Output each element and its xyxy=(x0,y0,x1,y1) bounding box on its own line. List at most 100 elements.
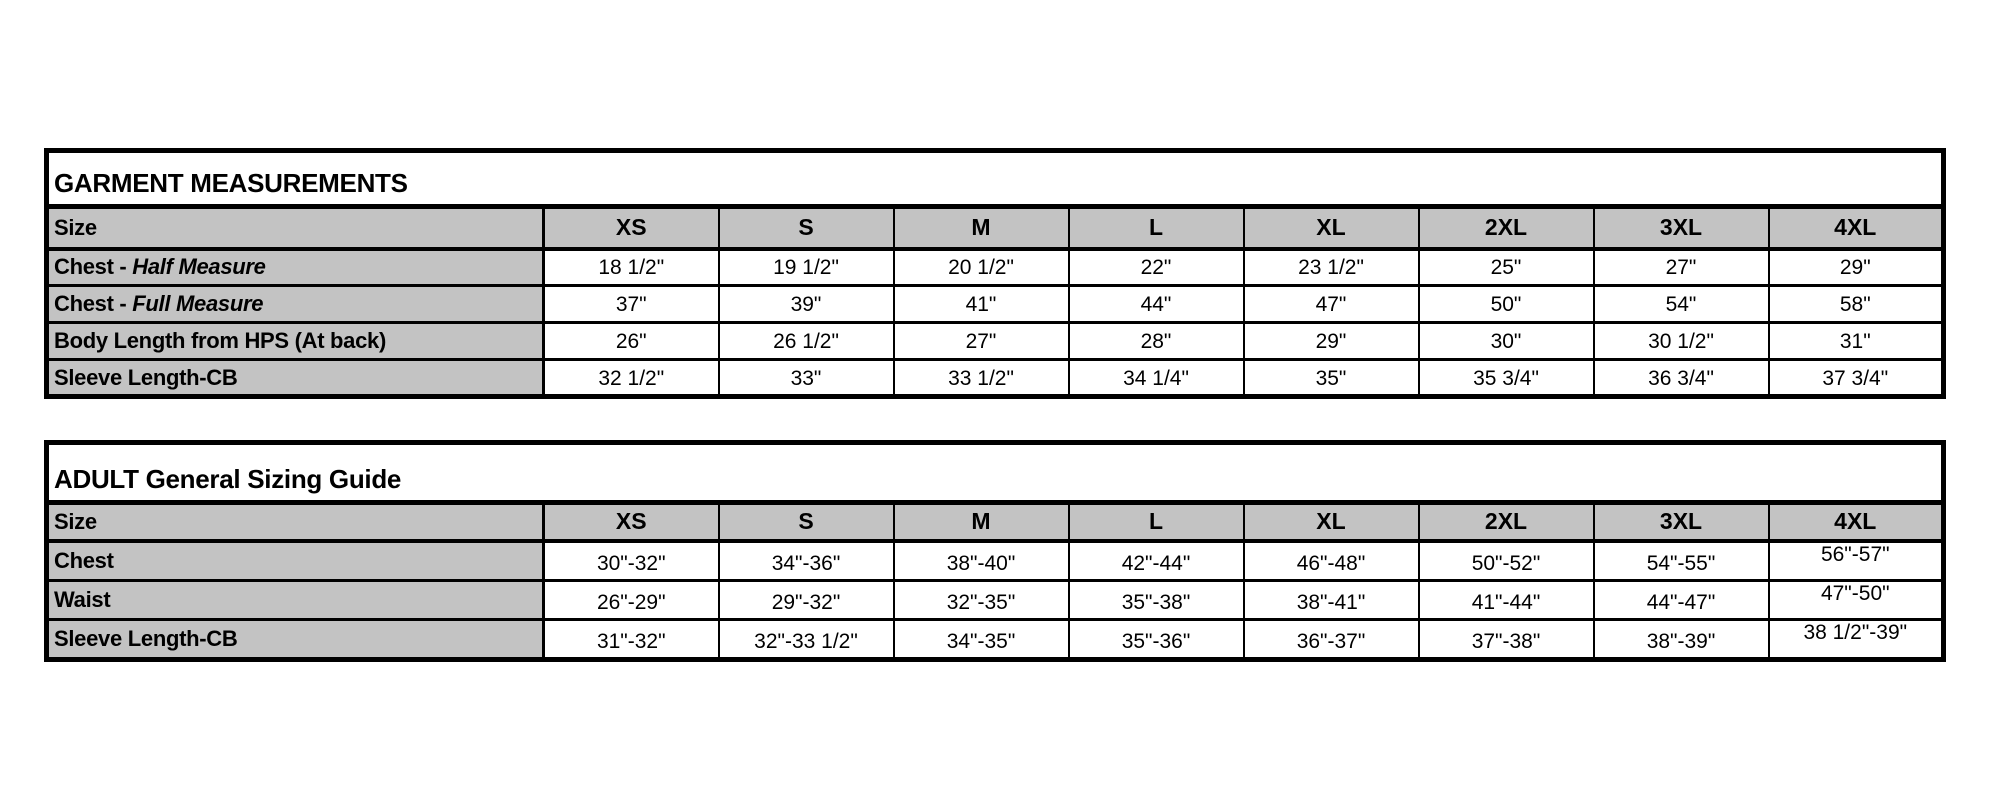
row-label-cell: Sleeve Length-CB xyxy=(45,358,545,398)
row-label-em-text: Half Measure xyxy=(132,254,266,280)
table-row-sleeve-length: Sleeve Length-CB 32 1/2" 33" 33 1/2" 34 … xyxy=(45,358,1945,398)
value-cell: 26 1/2" xyxy=(717,321,895,361)
value-cell: 44" xyxy=(1067,284,1245,324)
value-cell: 19 1/2" xyxy=(717,247,895,287)
size-col-header-2xl: 2XL xyxy=(1417,501,1595,543)
size-col-header-m: M xyxy=(892,205,1070,251)
size-col-header-xs: XS xyxy=(542,205,720,251)
row-label-cell: Chest - Half Measure xyxy=(45,247,545,287)
value-cell: 35" xyxy=(1242,358,1420,398)
value-cell: 39" xyxy=(717,284,895,324)
size-col-header-m: M xyxy=(892,501,1070,543)
value-cell: 37 3/4" xyxy=(1767,358,1945,398)
value-cell: 26"-29" xyxy=(542,578,720,621)
value-cell: 31"-32" xyxy=(542,617,720,661)
value-cell: 56"-57" xyxy=(1767,539,1945,582)
value-cell: 35"-38" xyxy=(1067,578,1245,621)
size-col-header-4xl: 4XL xyxy=(1767,205,1945,251)
value-cell: 58" xyxy=(1767,284,1945,324)
row-label-cell: Waist xyxy=(45,578,545,621)
value-cell: 29" xyxy=(1767,247,1945,287)
row-label-text: Waist xyxy=(54,586,111,612)
value-cell: 34"-35" xyxy=(892,617,1070,661)
row-label-cell: Chest - Full Measure xyxy=(45,284,545,324)
table-title-row: GARMENT MEASUREMENTS xyxy=(45,149,1945,209)
value-cell: 38"-39" xyxy=(1592,617,1770,661)
value-cell: 50"-52" xyxy=(1417,539,1595,582)
value-cell: 54"-55" xyxy=(1592,539,1770,582)
value-cell: 37"-38" xyxy=(1417,617,1595,661)
size-col-header-xl: XL xyxy=(1242,205,1420,251)
size-col-header-s: S xyxy=(717,501,895,543)
value-cell: 42"-44" xyxy=(1067,539,1245,582)
table-row-sleeve-length: Sleeve Length-CB 31"-32" 32"-33 1/2" 34"… xyxy=(45,617,1945,661)
size-header-label: Size xyxy=(45,501,545,543)
value-cell: 25" xyxy=(1417,247,1595,287)
value-cell: 30" xyxy=(1417,321,1595,361)
value-cell: 30 1/2" xyxy=(1592,321,1770,361)
table-row-chest: Chest 30"-32" 34"-36" 38"-40" 42"-44" 46… xyxy=(45,539,1945,582)
value-cell: 31" xyxy=(1767,321,1945,361)
table-title: GARMENT MEASUREMENTS xyxy=(45,149,1945,209)
value-cell: 46"-48" xyxy=(1242,539,1420,582)
value-cell: 22" xyxy=(1067,247,1245,287)
value-cell: 29" xyxy=(1242,321,1420,361)
value-cell: 35 3/4" xyxy=(1417,358,1595,398)
row-label-text: Chest xyxy=(54,547,114,573)
size-header-row: Size XS S M L XL 2XL 3XL 4XL xyxy=(45,205,1945,251)
size-col-header-2xl: 2XL xyxy=(1417,205,1595,251)
table-title: ADULT General Sizing Guide xyxy=(45,441,1945,505)
size-header-row: Size XS S M L XL 2XL 3XL 4XL xyxy=(45,501,1945,543)
value-cell: 36 3/4" xyxy=(1592,358,1770,398)
value-cell: 47" xyxy=(1242,284,1420,324)
table-row-chest-full: Chest - Full Measure 37" 39" 41" 44" 47"… xyxy=(45,284,1945,324)
row-label-text: Sleeve Length-CB xyxy=(54,625,238,651)
table-row-body-length: Body Length from HPS (At back) 26" 26 1/… xyxy=(45,321,1945,361)
value-cell: 32 1/2" xyxy=(542,358,720,398)
value-cell: 23 1/2" xyxy=(1242,247,1420,287)
row-label-cell: Body Length from HPS (At back) xyxy=(45,321,545,361)
value-cell: 33 1/2" xyxy=(892,358,1070,398)
value-cell: 32"-33 1/2" xyxy=(717,617,895,661)
value-cell: 34"-36" xyxy=(717,539,895,582)
size-col-header-3xl: 3XL xyxy=(1592,205,1770,251)
size-col-header-xs: XS xyxy=(542,501,720,543)
row-label-text: Chest - xyxy=(54,291,133,316)
value-cell: 18 1/2" xyxy=(542,247,720,287)
row-label-text: Body Length from HPS (At back) xyxy=(54,328,387,353)
value-cell: 34 1/4" xyxy=(1067,358,1245,398)
value-cell: 29"-32" xyxy=(717,578,895,621)
value-cell: 36"-37" xyxy=(1242,617,1420,661)
size-header-label: Size xyxy=(45,205,545,251)
value-cell: 32"-35" xyxy=(892,578,1070,621)
row-label-text: Chest - xyxy=(54,254,133,280)
value-cell: 47"-50" xyxy=(1767,578,1945,621)
row-label-em-text: Full Measure xyxy=(132,291,264,316)
adult-sizing-guide-table: ADULT General Sizing Guide Size XS S M L… xyxy=(44,440,1947,662)
size-col-header-l: L xyxy=(1067,501,1245,543)
value-cell: 38 1/2"-39" xyxy=(1767,617,1945,661)
table-title-row: ADULT General Sizing Guide xyxy=(45,441,1945,505)
value-cell: 50" xyxy=(1417,284,1595,324)
garment-measurements-table: GARMENT MEASUREMENTS Size XS S M L XL 2X… xyxy=(44,148,1947,399)
value-cell: 38"-41" xyxy=(1242,578,1420,621)
value-cell: 27" xyxy=(1592,247,1770,287)
value-cell: 26" xyxy=(542,321,720,361)
value-cell: 37" xyxy=(542,284,720,324)
size-col-header-3xl: 3XL xyxy=(1592,501,1770,543)
value-cell: 30"-32" xyxy=(542,539,720,582)
value-cell: 20 1/2" xyxy=(892,247,1070,287)
table-row-chest-half: Chest - Half Measure 18 1/2" 19 1/2" 20 … xyxy=(45,247,1945,287)
value-cell: 28" xyxy=(1067,321,1245,361)
size-col-header-4xl: 4XL xyxy=(1767,501,1945,543)
value-cell: 41"-44" xyxy=(1417,578,1595,621)
value-cell: 33" xyxy=(717,358,895,398)
row-label-cell: Chest xyxy=(45,539,545,582)
size-col-header-xl: XL xyxy=(1242,501,1420,543)
row-label-text: Sleeve Length-CB xyxy=(54,364,238,390)
value-cell: 38"-40" xyxy=(892,539,1070,582)
value-cell: 54" xyxy=(1592,284,1770,324)
value-cell: 35"-36" xyxy=(1067,617,1245,661)
size-col-header-s: S xyxy=(717,205,895,251)
